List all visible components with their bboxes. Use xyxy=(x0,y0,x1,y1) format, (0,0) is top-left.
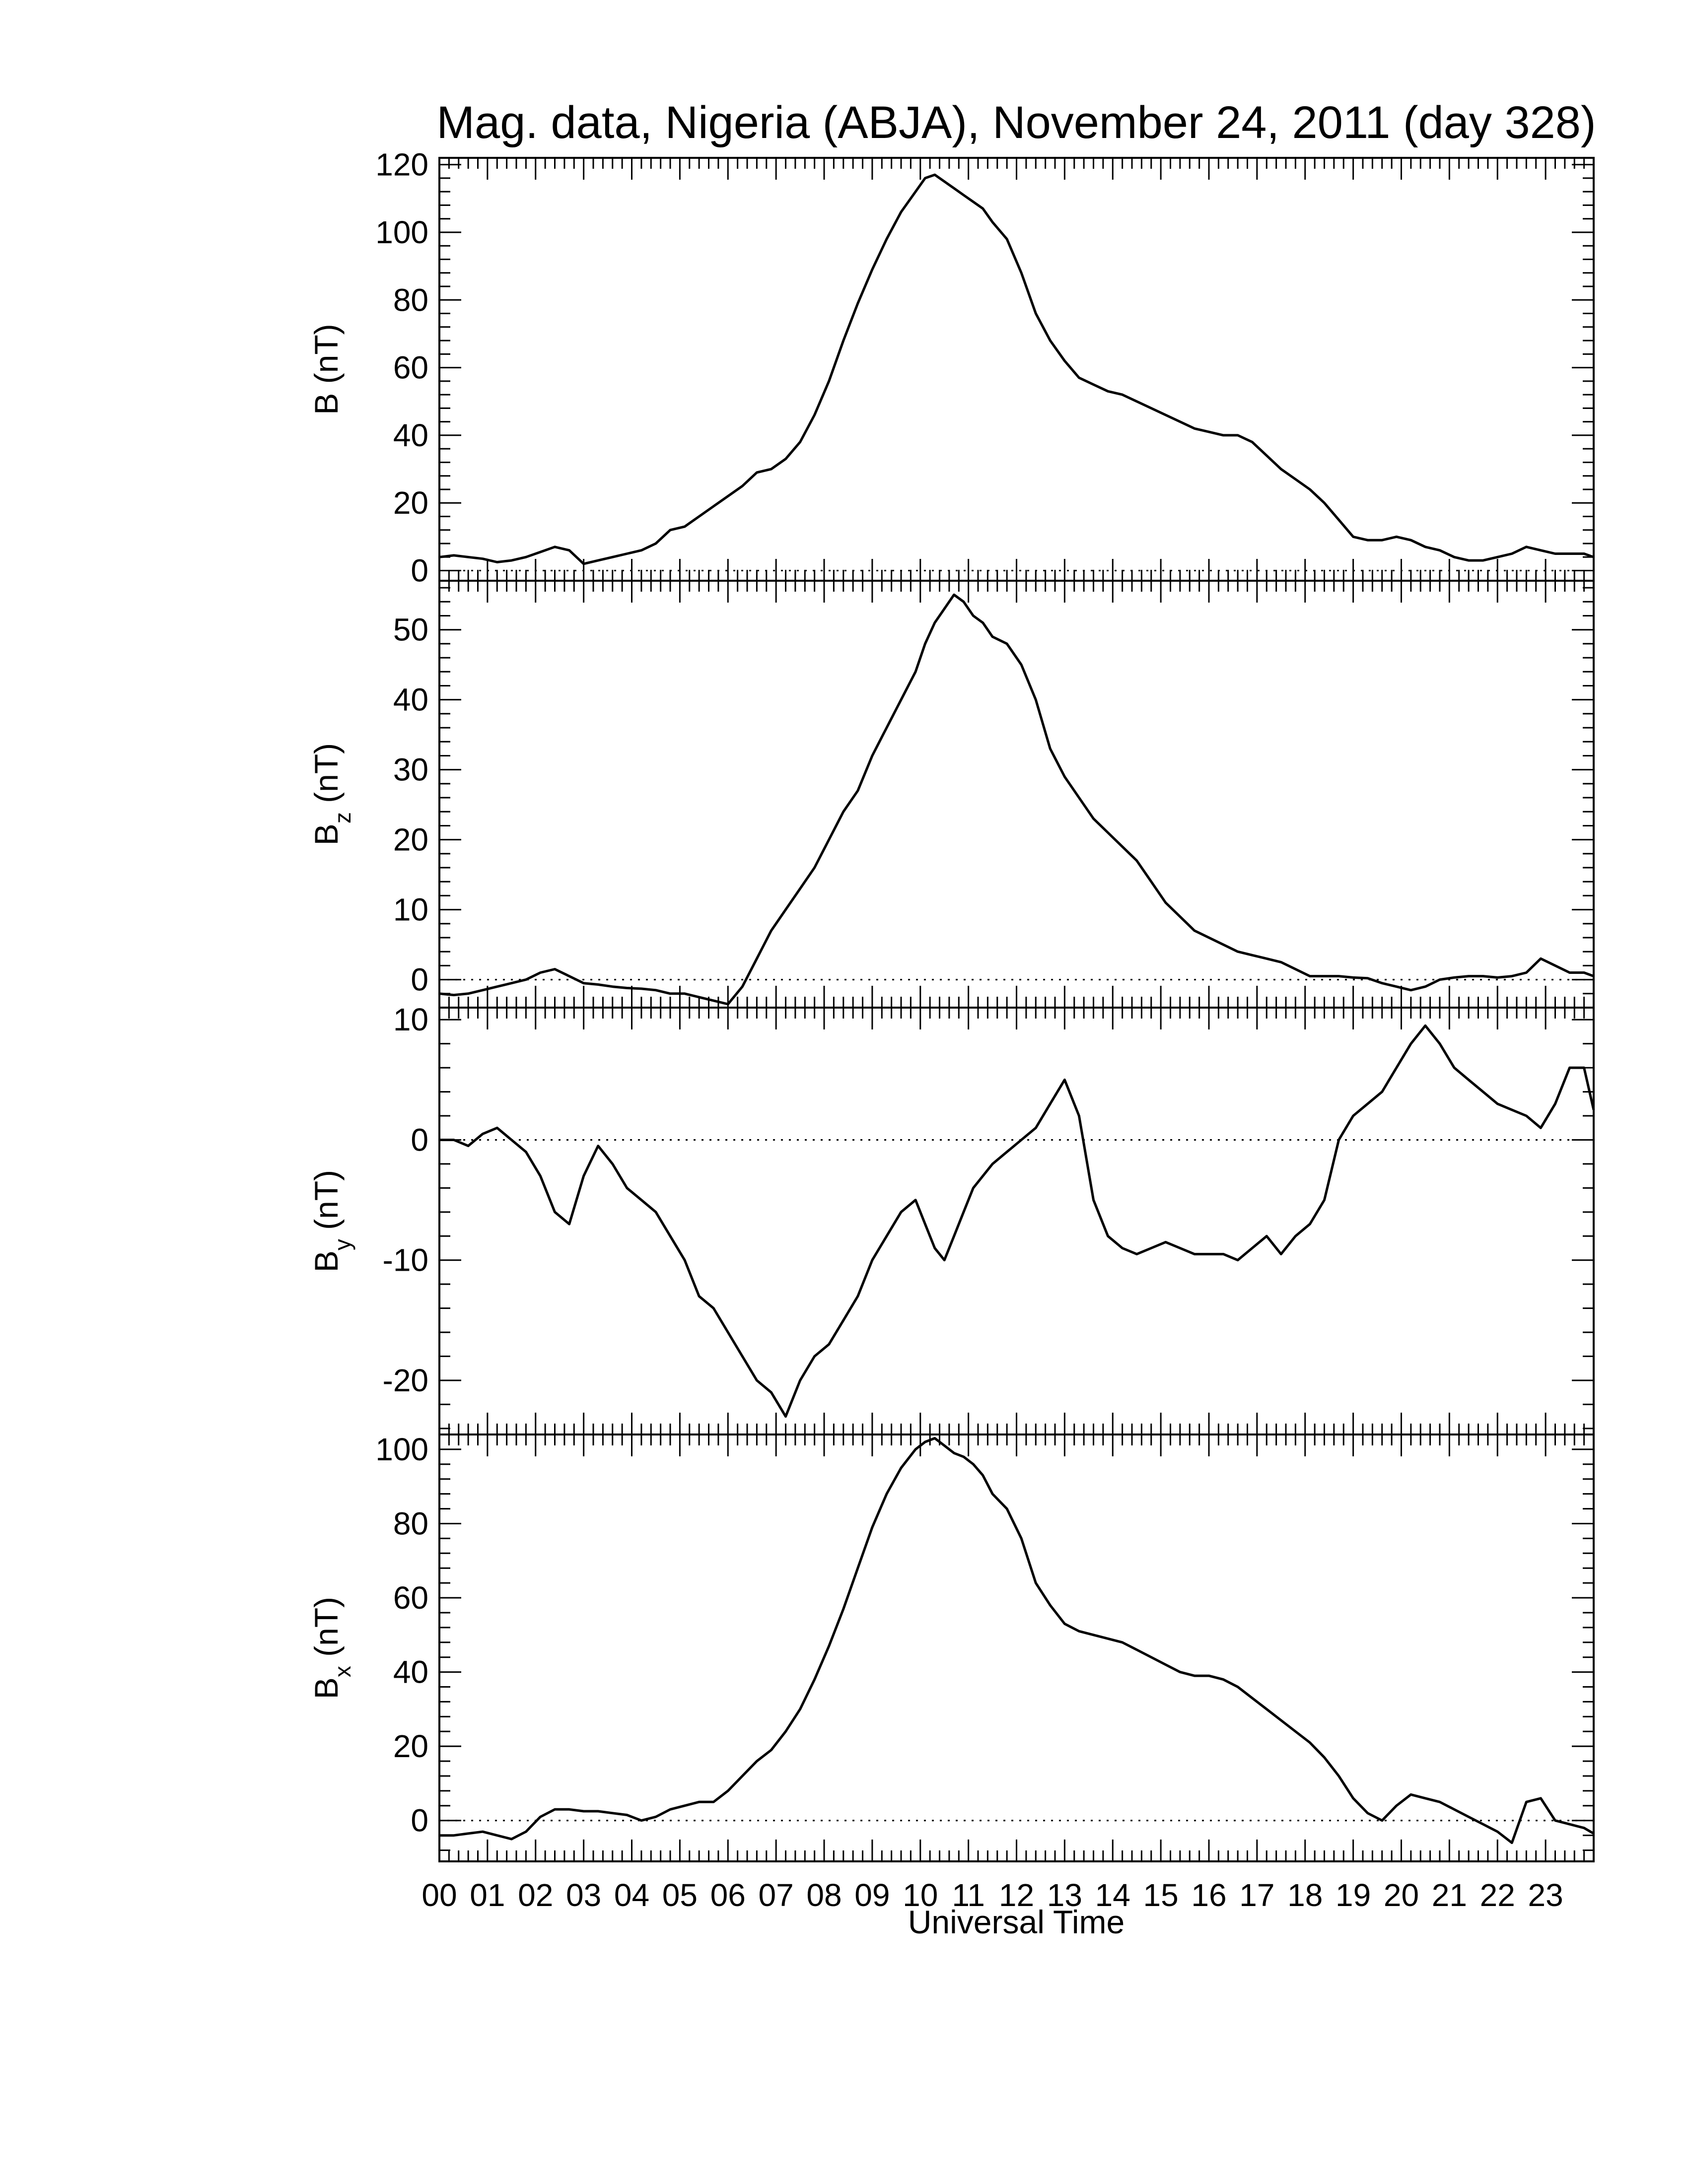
x-tick-label: 16 xyxy=(1191,1877,1226,1913)
y-tick-label-Bx: 100 xyxy=(375,1432,428,1467)
panel-By: -20 -10 0 10 By (nT) xyxy=(308,1002,1595,1435)
y-tick-label-B: 60 xyxy=(393,350,428,386)
x-tick-label: 09 xyxy=(854,1877,890,1913)
y-tick-label-Bz: 40 xyxy=(393,682,428,718)
y-axis-label-unit: (nT) xyxy=(308,743,345,812)
y-axis-label-Bz: Bz (nT) xyxy=(308,743,355,845)
y-axis-label-symbol: B xyxy=(308,393,345,415)
x-tick-label: 15 xyxy=(1143,1877,1179,1913)
y-axis-label-unit: (nT) xyxy=(308,1170,345,1239)
y-tick-label-By: -20 xyxy=(383,1363,429,1398)
x-axis: 00 01 02 03 04 05 06 07 08 09 10 11 12 13 14 15 16 17 18 19… xyxy=(422,1877,1563,1913)
y-tick-label-B: 0 xyxy=(411,553,428,589)
y-axis-label-Bx: Bx (nT) xyxy=(308,1597,355,1699)
x-tick-label: 02 xyxy=(518,1877,553,1913)
x-tick-label: 11 xyxy=(952,1877,985,1913)
x-axis-label: Universal Time xyxy=(908,1904,1125,1940)
x-tick-label: 04 xyxy=(614,1877,649,1913)
x-tick-label: 01 xyxy=(470,1877,505,1913)
x-tick-label: 00 xyxy=(422,1877,457,1913)
panel-B: 0 20 40 60 80 100 120 B (nT) xyxy=(308,147,1595,589)
x-tick-label: 20 xyxy=(1384,1877,1419,1913)
y-tick-label-Bx: 40 xyxy=(393,1654,428,1690)
series-line-Bz xyxy=(439,593,1594,1006)
figure-title: Mag. data, Nigeria (ABJA), November 24, … xyxy=(436,97,1596,148)
y-tick-label-Bz: 10 xyxy=(393,892,428,928)
y-tick-label-By: 10 xyxy=(393,1002,428,1037)
y-tick-label-By: 0 xyxy=(411,1122,428,1158)
panel-frame-Bx xyxy=(438,1433,1595,1862)
y-tick-label-B: 20 xyxy=(393,485,428,521)
y-axis-label-B: B (nT) xyxy=(308,324,345,414)
y-tick-label-B: 100 xyxy=(375,214,428,250)
y-axis-label-By: By (nT) xyxy=(308,1170,355,1272)
x-tick-label: 18 xyxy=(1287,1877,1323,1913)
y-axis-label-symbol: B xyxy=(308,823,345,845)
x-tick-label: 23 xyxy=(1528,1877,1563,1913)
y-tick-label-Bz: 20 xyxy=(393,822,428,858)
panel-Bz: 0 10 20 30 40 50 Bz (nT) xyxy=(308,580,1595,1009)
y-tick-label-By: -10 xyxy=(383,1242,429,1278)
series-line-By xyxy=(439,1024,1595,1418)
y-tick-label-Bx: 0 xyxy=(411,1803,428,1839)
series-line-Bx xyxy=(439,1437,1595,1844)
panel-Bx: 0 20 40 60 80 100 Bx (nT) xyxy=(308,1432,1595,1862)
y-axis-label-subscript: z xyxy=(330,812,355,823)
series-line-B xyxy=(439,173,1594,565)
y-tick-label-B: 120 xyxy=(375,147,428,183)
x-tick-label: 08 xyxy=(806,1877,842,1913)
y-tick-label-B: 80 xyxy=(393,282,428,318)
y-axis-label-subscript: y xyxy=(330,1239,355,1250)
x-tick-label: 07 xyxy=(759,1877,794,1913)
y-tick-label-Bx: 20 xyxy=(393,1728,428,1764)
y-tick-label-Bx: 80 xyxy=(393,1505,428,1541)
x-tick-label: 13 xyxy=(1047,1877,1082,1913)
y-axis-label-unit: (nT) xyxy=(308,324,345,393)
x-tick-label: 14 xyxy=(1095,1877,1130,1913)
x-tick-label: 05 xyxy=(662,1877,698,1913)
y-tick-label-Bz: 30 xyxy=(393,752,428,788)
x-tick-label: 06 xyxy=(710,1877,746,1913)
x-tick-label: 21 xyxy=(1432,1877,1467,1913)
y-tick-label-Bx: 60 xyxy=(393,1580,428,1616)
x-tick-label: 17 xyxy=(1239,1877,1274,1913)
y-axis-label-symbol: B xyxy=(308,1250,345,1272)
x-tick-label: 12 xyxy=(999,1877,1034,1913)
y-axis-label-unit: (nT) xyxy=(308,1597,345,1666)
x-tick-label: 22 xyxy=(1480,1877,1515,1913)
x-tick-label: 10 xyxy=(903,1877,938,1913)
y-axis-label-symbol: B xyxy=(308,1677,345,1699)
x-tick-label: 03 xyxy=(566,1877,601,1913)
x-tick-label: 19 xyxy=(1336,1877,1371,1913)
y-tick-label-B: 40 xyxy=(393,417,428,453)
y-tick-label-Bz: 0 xyxy=(411,962,428,998)
y-axis-label-subscript: x xyxy=(330,1666,355,1677)
y-tick-label-Bz: 50 xyxy=(393,612,428,648)
